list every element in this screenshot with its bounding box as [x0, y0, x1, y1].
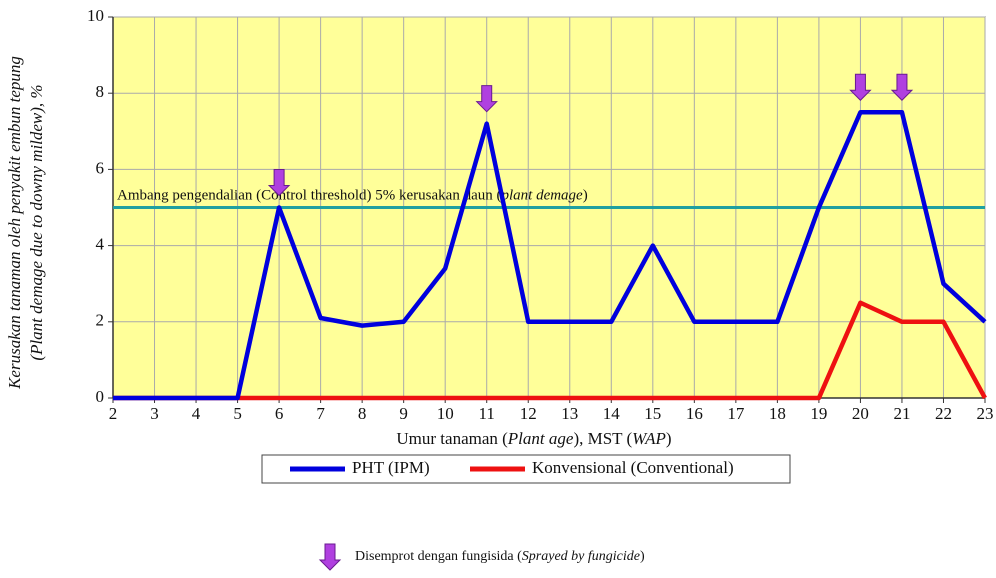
x-tick-label: 18 — [769, 404, 786, 423]
label-part: Ambang pengendalian (Control threshold) … — [117, 188, 501, 204]
x-tick-label: 11 — [479, 404, 495, 423]
label-part: Disemprot dengan fungisida ( — [355, 549, 522, 564]
spray-arrow — [318, 543, 342, 571]
x-tick-label: 20 — [852, 404, 869, 423]
spray-arrow — [849, 73, 872, 101]
label-part: Umur tanaman ( — [396, 429, 508, 448]
spray-arrow — [267, 169, 291, 197]
x-tick-label: 14 — [603, 404, 621, 423]
y-axis-label: (Plant demage due to downy mildew), % — [27, 84, 46, 360]
x-tick-label: 22 — [935, 404, 952, 423]
x-tick-label: 4 — [192, 404, 201, 423]
x-tick-label: 8 — [358, 404, 367, 423]
x-tick-label: 23 — [977, 404, 994, 423]
spray-arrow — [475, 85, 498, 113]
spray-arrow — [890, 73, 914, 101]
y-tick-label: 2 — [96, 311, 105, 330]
label-part: Sprayed by fungicide — [522, 549, 640, 564]
x-tick-label: 2 — [109, 404, 118, 423]
label: Ambang pengendalian (Control threshold) … — [117, 188, 588, 204]
y-tick-label: 4 — [96, 235, 105, 254]
x-tick-label: 7 — [316, 404, 325, 423]
series-line — [113, 110, 987, 401]
legend-box — [261, 454, 791, 484]
x-tick-label: 6 — [275, 404, 284, 423]
label-part: ) — [640, 549, 645, 564]
label-part: ) — [583, 188, 588, 204]
x-tick-label: 19 — [810, 404, 827, 423]
x-tick-label: 21 — [893, 404, 910, 423]
label-part: WAP — [632, 429, 666, 448]
label: Umur tanaman (Plant age), MST (WAP) — [396, 429, 671, 448]
x-tick-label: 12 — [520, 404, 537, 423]
x-tick-label: 9 — [399, 404, 408, 423]
y-axis-label: Kerusakan tanaman oleh penyakit embun te… — [5, 56, 24, 390]
y-tick-label: 6 — [96, 158, 105, 177]
x-tick-label: 13 — [561, 404, 578, 423]
series-line — [113, 300, 987, 401]
x-tick-label: 17 — [727, 404, 745, 423]
y-tick-label: 8 — [96, 82, 105, 101]
label-part: plant demage — [500, 188, 583, 204]
x-tick-label: 16 — [686, 404, 703, 423]
y-tick-label: 0 — [96, 387, 105, 406]
label: Disemprot dengan fungisida (Sprayed by f… — [355, 549, 645, 564]
label-part: ) — [666, 429, 672, 448]
x-tick-label: 3 — [150, 404, 159, 423]
y-tick-label: 10 — [87, 6, 104, 25]
x-tick-label: 5 — [233, 404, 242, 423]
legend-label: Konvensional (Conventional) — [532, 458, 734, 477]
label-part: ), MST ( — [573, 429, 632, 448]
x-tick-label: 10 — [437, 404, 454, 423]
label-part: Plant age — [507, 429, 574, 448]
legend-label: PHT (IPM) — [352, 458, 430, 477]
x-tick-label: 15 — [644, 404, 661, 423]
